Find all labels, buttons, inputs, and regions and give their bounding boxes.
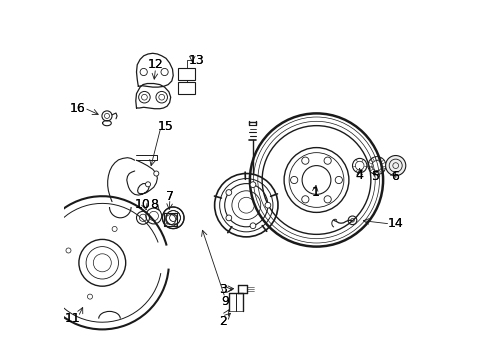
Text: 5: 5: [371, 170, 379, 183]
Text: 10: 10: [135, 198, 151, 211]
Circle shape: [324, 196, 330, 203]
Text: 9: 9: [221, 295, 228, 308]
Circle shape: [290, 176, 297, 184]
Text: 3: 3: [219, 283, 226, 296]
Circle shape: [249, 182, 255, 188]
Text: 2: 2: [219, 315, 226, 328]
Circle shape: [153, 171, 159, 176]
Text: 14: 14: [387, 217, 403, 230]
Circle shape: [145, 182, 150, 187]
Circle shape: [324, 157, 330, 164]
Text: 8: 8: [149, 198, 158, 211]
Bar: [178, 82, 195, 94]
Text: 16: 16: [69, 102, 85, 114]
Circle shape: [249, 223, 255, 229]
Circle shape: [301, 157, 308, 164]
Text: 10: 10: [135, 198, 151, 211]
Text: 12: 12: [147, 58, 163, 71]
Circle shape: [301, 196, 308, 203]
Text: 1: 1: [311, 186, 319, 199]
Text: 6: 6: [390, 170, 398, 183]
Text: 4: 4: [354, 169, 362, 182]
Circle shape: [225, 215, 231, 221]
Text: 9: 9: [221, 295, 228, 308]
Text: 15: 15: [158, 120, 174, 133]
Text: 1: 1: [311, 186, 319, 199]
Text: 2: 2: [219, 315, 226, 328]
Text: 8: 8: [149, 198, 158, 211]
Text: 4: 4: [354, 169, 362, 182]
Circle shape: [335, 176, 342, 184]
Text: 3: 3: [219, 283, 226, 296]
Circle shape: [385, 156, 405, 176]
Text: 16: 16: [69, 102, 85, 114]
Circle shape: [225, 190, 231, 195]
Text: 6: 6: [390, 170, 398, 183]
Text: 15: 15: [158, 120, 174, 133]
Text: 11: 11: [64, 312, 80, 325]
Text: 5: 5: [371, 170, 379, 183]
Text: 13: 13: [189, 54, 204, 67]
Text: 7: 7: [165, 190, 174, 203]
Text: 12: 12: [147, 58, 163, 71]
Text: 14: 14: [387, 217, 403, 230]
Text: 7: 7: [165, 190, 174, 203]
Circle shape: [264, 202, 270, 208]
Bar: [178, 68, 195, 80]
Text: 11: 11: [64, 312, 80, 325]
Text: 13: 13: [189, 54, 204, 67]
